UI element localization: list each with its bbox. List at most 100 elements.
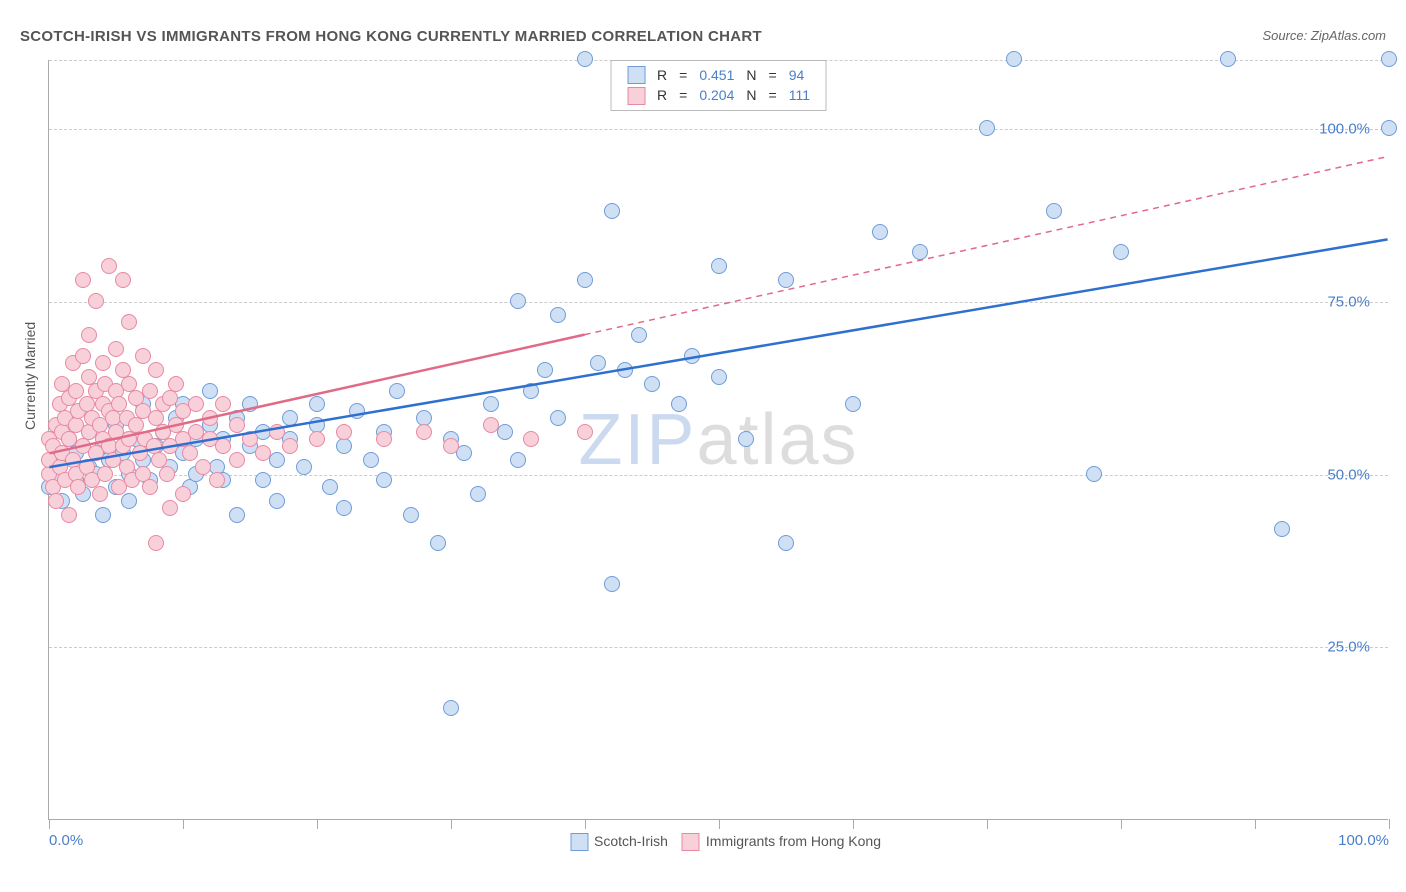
grid-line: [49, 302, 1388, 303]
scatter-point: [255, 472, 271, 488]
scatter-point: [577, 424, 593, 440]
x-tick: [719, 819, 720, 829]
scatter-point: [121, 493, 137, 509]
r-label: R: [651, 85, 673, 105]
scatter-point: [215, 438, 231, 454]
x-tick: [317, 819, 318, 829]
scatter-point: [483, 396, 499, 412]
scatter-point: [443, 438, 459, 454]
x-tick: [853, 819, 854, 829]
scatter-point: [121, 431, 137, 447]
scatter-point: [168, 376, 184, 392]
scatter-point: [617, 362, 633, 378]
x-tick-label: 0.0%: [49, 832, 83, 849]
scatter-point: [604, 203, 620, 219]
eq-label: =: [673, 65, 693, 85]
scatter-point: [376, 431, 392, 447]
scatter-point: [242, 431, 258, 447]
scatter-point: [510, 452, 526, 468]
n-value-0: 94: [783, 65, 816, 85]
scatter-point: [121, 314, 137, 330]
scatter-point: [644, 376, 660, 392]
scatter-point: [336, 424, 352, 440]
y-tick-label: 50.0%: [1327, 466, 1370, 483]
watermark: ZIPatlas: [578, 399, 858, 481]
scatter-point: [845, 396, 861, 412]
scatter-point: [376, 472, 392, 488]
x-tick: [49, 819, 50, 829]
scatter-point: [671, 396, 687, 412]
scatter-point: [68, 383, 84, 399]
scatter-point: [148, 535, 164, 551]
scatter-point: [95, 507, 111, 523]
scatter-point: [537, 362, 553, 378]
scatter-point: [470, 486, 486, 502]
eq-label: =: [763, 65, 783, 85]
scatter-point: [336, 500, 352, 516]
scatter-point: [1274, 521, 1290, 537]
scatter-point: [202, 383, 218, 399]
scatter-point: [430, 535, 446, 551]
x-tick: [451, 819, 452, 829]
legend-swatch-0: [627, 66, 645, 84]
scatter-point: [282, 438, 298, 454]
grid-line: [49, 647, 1388, 648]
scatter-point: [75, 348, 91, 364]
scatter-point: [101, 258, 117, 274]
scatter-point: [604, 576, 620, 592]
x-tick: [183, 819, 184, 829]
scatter-point: [148, 362, 164, 378]
scatter-point: [92, 486, 108, 502]
scatter-point: [175, 486, 191, 502]
scatter-point: [684, 348, 700, 364]
scatter-point: [229, 452, 245, 468]
eq-label: =: [673, 85, 693, 105]
r-value-0: 0.451: [693, 65, 740, 85]
scatter-point: [195, 459, 211, 475]
scatter-point: [590, 355, 606, 371]
scatter-point: [282, 410, 298, 426]
grid-line: [49, 475, 1388, 476]
scatter-point: [912, 244, 928, 260]
scatter-point: [523, 431, 539, 447]
x-tick: [585, 819, 586, 829]
r-label: R: [651, 65, 673, 85]
scatter-point: [162, 390, 178, 406]
scatter-point: [115, 272, 131, 288]
scatter-point: [631, 327, 647, 343]
scatter-point: [229, 507, 245, 523]
legend-stats-row: R = 0.451 N = 94: [621, 65, 816, 85]
y-tick-label: 100.0%: [1319, 121, 1370, 138]
scatter-point: [1220, 51, 1236, 67]
scatter-point: [979, 120, 995, 136]
scatter-point: [778, 272, 794, 288]
scatter-point: [1046, 203, 1062, 219]
scatter-point: [209, 472, 225, 488]
scatter-point: [296, 459, 312, 475]
scatter-point: [215, 396, 231, 412]
scatter-point: [872, 224, 888, 240]
scatter-point: [738, 431, 754, 447]
scatter-point: [416, 424, 432, 440]
scatter-point: [159, 466, 175, 482]
x-tick: [1389, 819, 1390, 829]
scatter-point: [61, 507, 77, 523]
plot-area: ZIPatlas R = 0.451 N = 94 R = 0.204 N = …: [48, 60, 1388, 820]
scatter-point: [75, 272, 91, 288]
legend-stats: R = 0.451 N = 94 R = 0.204 N = 111: [610, 60, 827, 111]
x-tick-label: 100.0%: [1338, 832, 1389, 849]
scatter-point: [550, 410, 566, 426]
scatter-point: [778, 535, 794, 551]
scatter-point: [711, 258, 727, 274]
scatter-point: [142, 383, 158, 399]
scatter-point: [255, 445, 271, 461]
y-tick-label: 25.0%: [1327, 639, 1370, 656]
n-label: N: [740, 65, 762, 85]
scatter-point: [550, 307, 566, 323]
scatter-point: [88, 293, 104, 309]
scatter-point: [1086, 466, 1102, 482]
scatter-point: [443, 700, 459, 716]
legend-swatch: [682, 833, 700, 851]
scatter-point: [363, 452, 379, 468]
scatter-point: [142, 479, 158, 495]
